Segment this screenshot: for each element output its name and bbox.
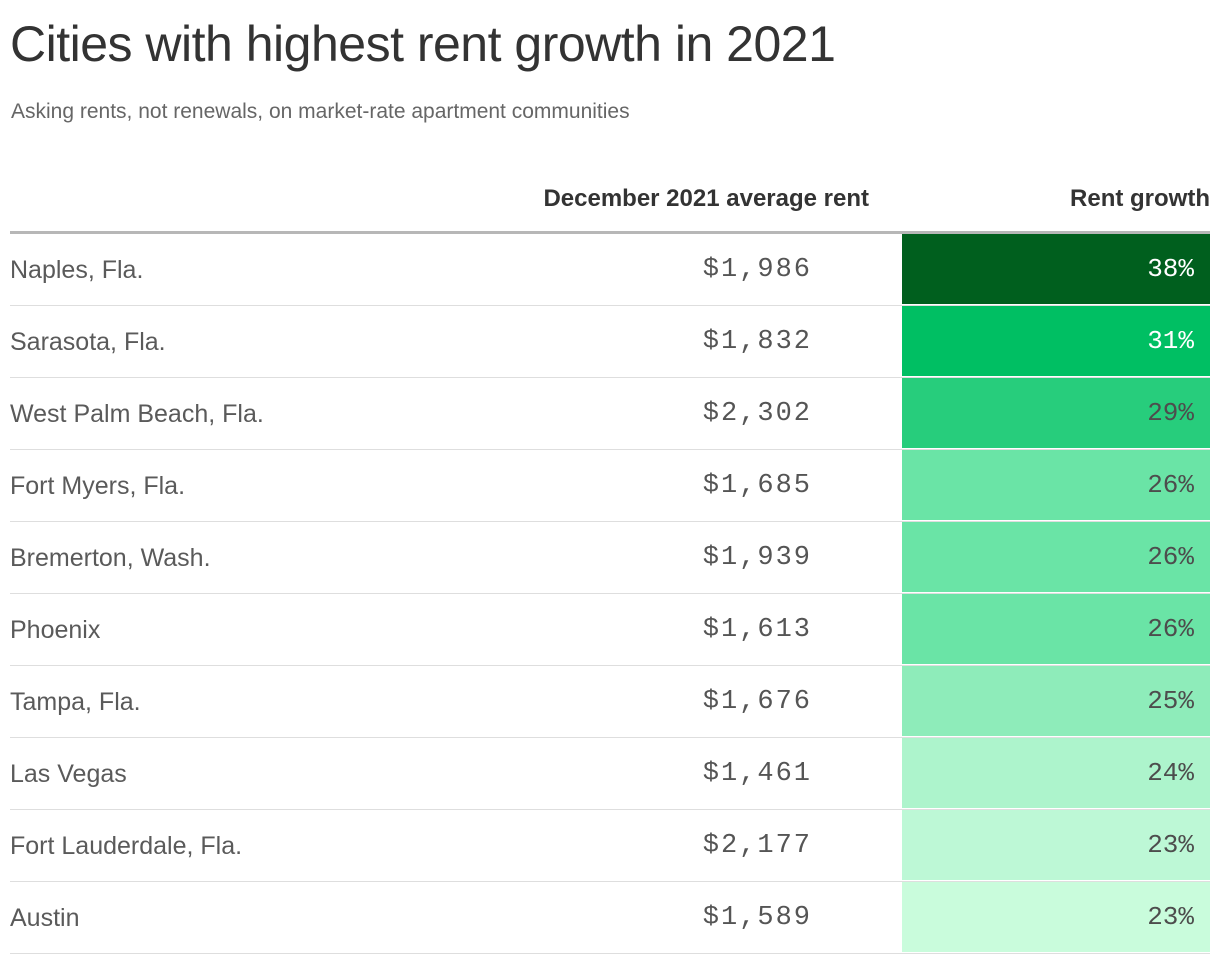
column-header-rent: December 2021 average rent xyxy=(543,185,869,212)
city-cell: Fort Lauderdale, Fla. xyxy=(10,832,243,860)
table-row: Fort Myers, Fla. $1,685 26% xyxy=(10,450,1210,522)
table-row: Las Vegas $1,461 24% xyxy=(10,738,1210,810)
growth-cell: 25% xyxy=(902,666,1210,736)
city-cell: Phoenix xyxy=(10,616,101,644)
row-divider xyxy=(10,665,1210,666)
rent-cell: $2,302 xyxy=(702,399,812,429)
chart-subtitle: Asking rents, not renewals, on market-ra… xyxy=(11,100,630,123)
table-body: Naples, Fla. $1,986 38% Sarasota, Fla. $1,83… xyxy=(10,234,1210,954)
table-row: Phoenix $1,613 26% xyxy=(10,594,1210,666)
table-row: West Palm Beach, Fla. $2,302 29% xyxy=(10,378,1210,450)
growth-cell: 26% xyxy=(902,522,1210,592)
rent-table: December 2021 average rent Rent growth N… xyxy=(10,178,1210,954)
row-divider xyxy=(10,809,1210,810)
rent-cell: $1,685 xyxy=(702,471,812,501)
rent-cell: $2,177 xyxy=(702,831,812,861)
table-row: Bremerton, Wash. $1,939 26% xyxy=(10,522,1210,594)
table-row: Austin $1,589 23% xyxy=(10,882,1210,954)
rent-cell: $1,613 xyxy=(702,615,812,645)
table-header: December 2021 average rent Rent growth xyxy=(10,178,1210,234)
rent-cell: $1,589 xyxy=(702,903,812,933)
growth-cell: 26% xyxy=(902,594,1210,664)
rent-cell: $1,832 xyxy=(702,327,812,357)
growth-cell: 29% xyxy=(902,378,1210,448)
rent-cell: $1,939 xyxy=(702,543,812,573)
growth-cell: 23% xyxy=(902,810,1210,880)
city-cell: Naples, Fla. xyxy=(10,256,144,284)
growth-cell: 24% xyxy=(902,738,1210,808)
column-header-growth: Rent growth xyxy=(1070,185,1210,212)
city-cell: Sarasota, Fla. xyxy=(10,328,166,356)
rent-cell: $1,461 xyxy=(702,759,812,789)
growth-cell: 38% xyxy=(902,234,1210,304)
row-divider xyxy=(10,521,1210,522)
table-row: Fort Lauderdale, Fla. $2,177 23% xyxy=(10,810,1210,882)
city-cell: Austin xyxy=(10,904,80,932)
city-cell: Fort Myers, Fla. xyxy=(10,472,186,500)
row-divider xyxy=(10,305,1210,306)
city-cell: West Palm Beach, Fla. xyxy=(10,400,264,428)
chart-title: Cities with highest rent growth in 2021 xyxy=(10,16,836,72)
growth-cell: 23% xyxy=(902,882,1210,952)
row-divider xyxy=(10,593,1210,594)
city-cell: Las Vegas xyxy=(10,760,127,788)
table-row: Sarasota, Fla. $1,832 31% xyxy=(10,306,1210,378)
row-divider xyxy=(10,737,1210,738)
row-divider xyxy=(10,377,1210,378)
row-divider xyxy=(10,953,1210,954)
row-divider xyxy=(10,881,1210,882)
growth-cell: 31% xyxy=(902,306,1210,376)
city-cell: Bremerton, Wash. xyxy=(10,544,211,572)
growth-cell: 26% xyxy=(902,450,1210,520)
rent-cell: $1,986 xyxy=(702,255,812,285)
table-row: Naples, Fla. $1,986 38% xyxy=(10,234,1210,306)
city-cell: Tampa, Fla. xyxy=(10,688,141,716)
row-divider xyxy=(10,449,1210,450)
rent-cell: $1,676 xyxy=(702,687,812,717)
table-row: Tampa, Fla. $1,676 25% xyxy=(10,666,1210,738)
